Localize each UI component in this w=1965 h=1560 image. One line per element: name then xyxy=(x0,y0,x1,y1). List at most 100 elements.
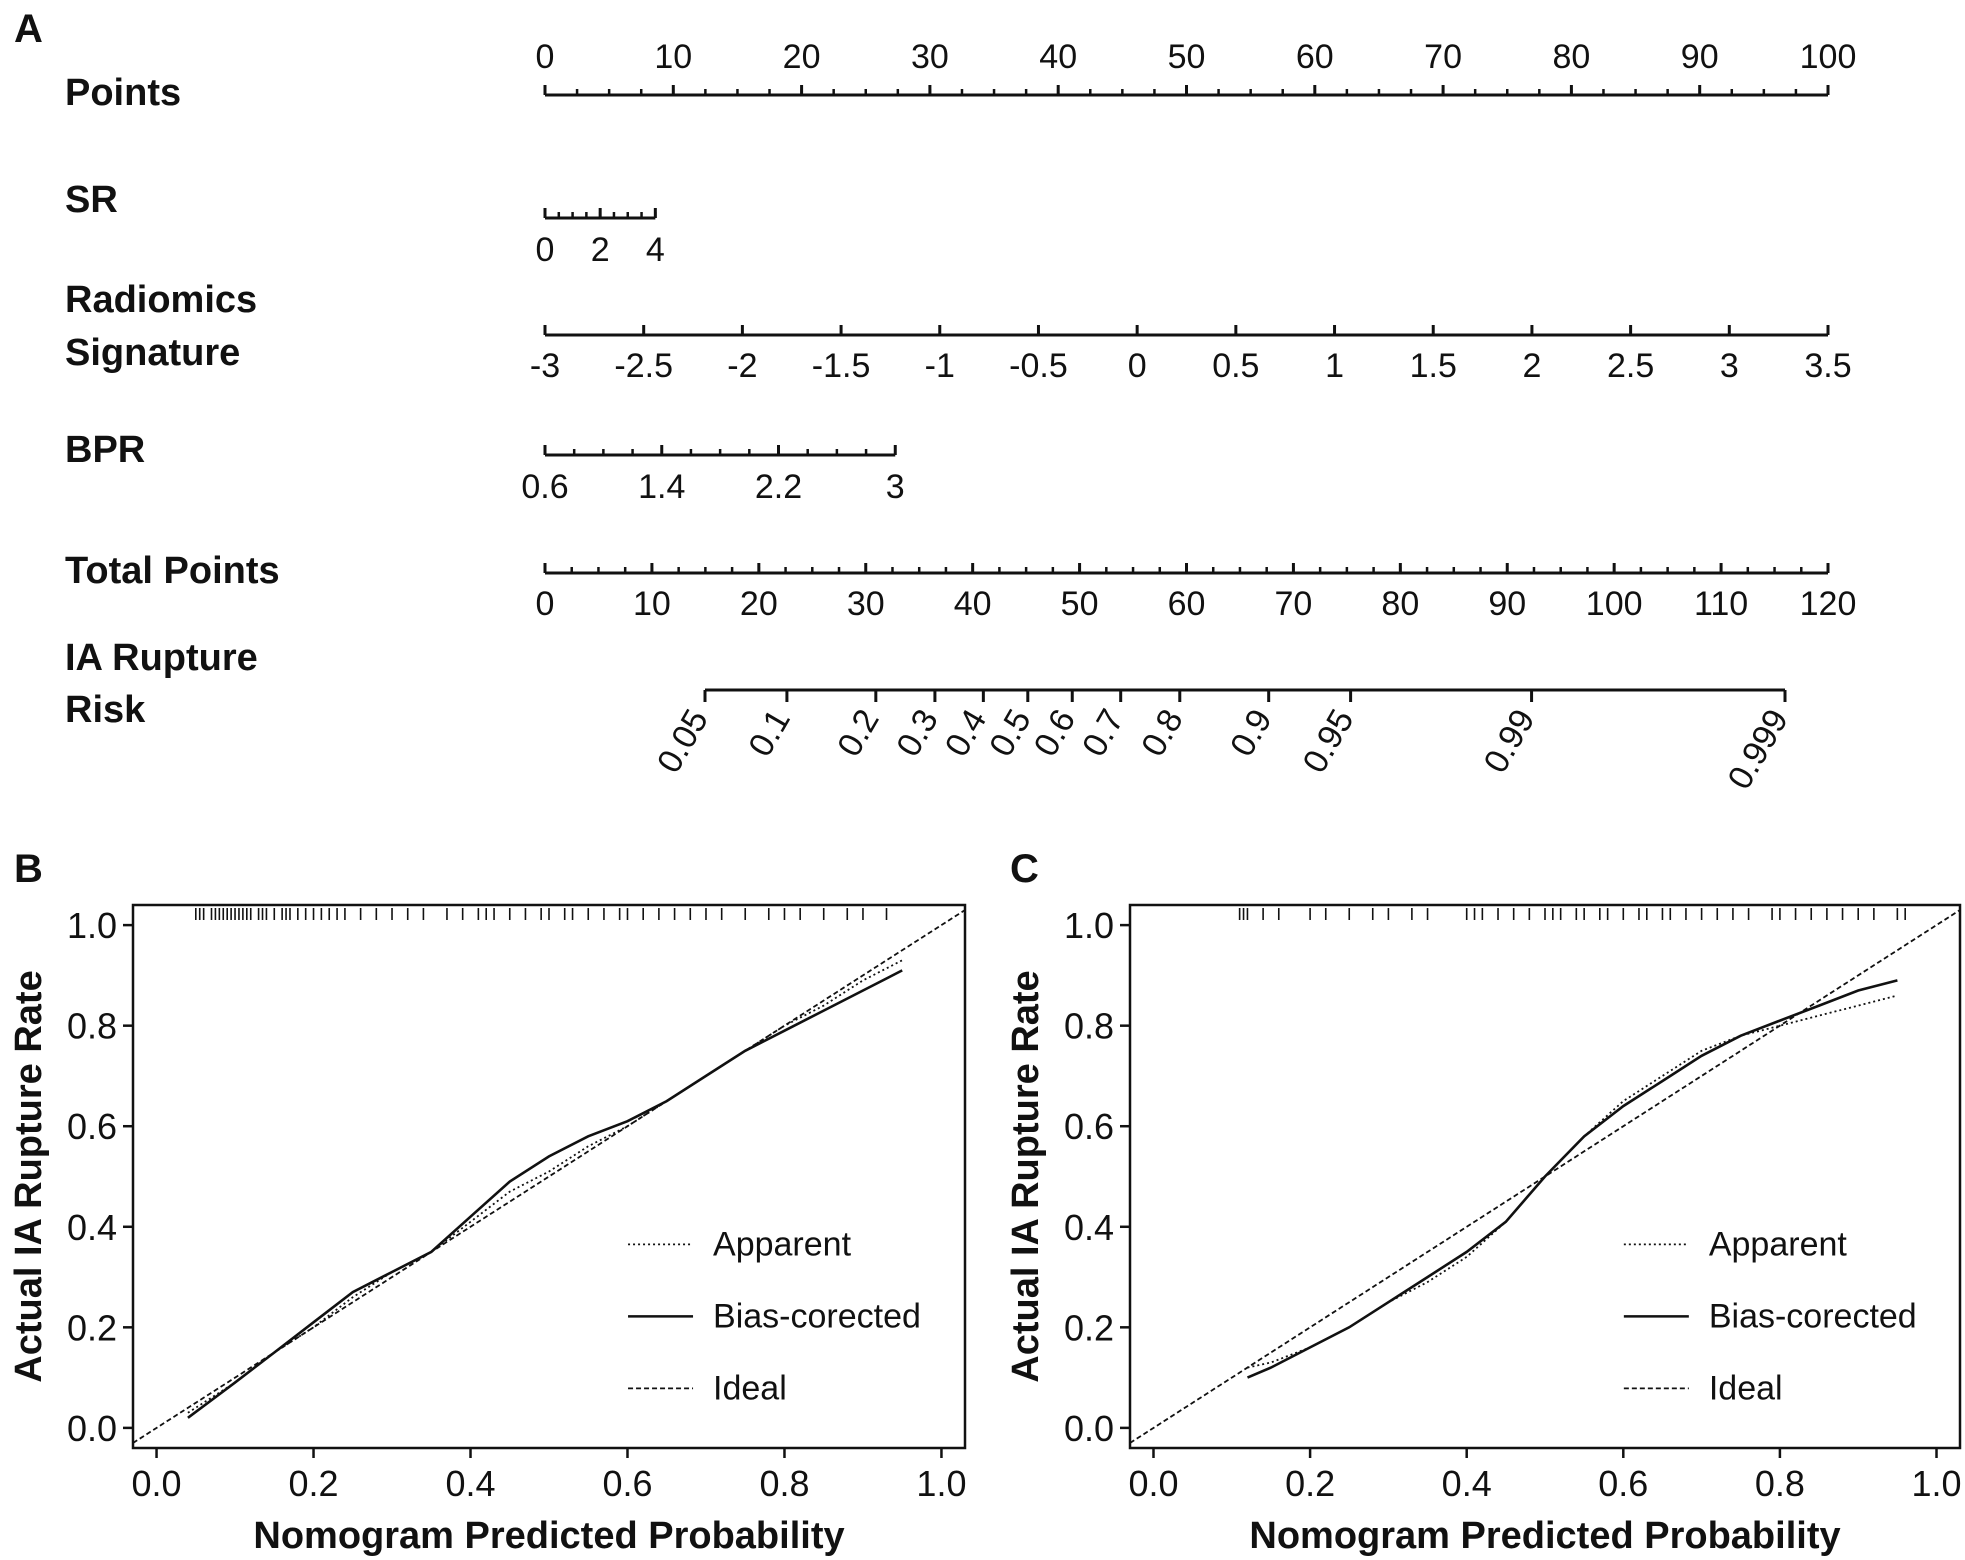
risk-tick-label: 0.9 xyxy=(1223,703,1280,763)
legend-label: Ideal xyxy=(1709,1369,1783,1407)
x-tick-label: 0.0 xyxy=(1128,1463,1178,1504)
y-tick-label: 0.8 xyxy=(1064,1006,1114,1047)
y-tick-label: 0.4 xyxy=(1064,1207,1114,1248)
y-tick-label: 0.0 xyxy=(1064,1408,1114,1449)
tick-label-total: 20 xyxy=(740,585,778,623)
risk-tick-label: 0.1 xyxy=(741,703,798,763)
tick-label-radiomics: -1 xyxy=(925,347,955,385)
x-tick-label: 0.6 xyxy=(1598,1463,1648,1504)
tick-label-points: 10 xyxy=(654,38,692,76)
risk-tick-label: 0.2 xyxy=(830,703,887,763)
tick-label-points: 40 xyxy=(1039,38,1077,76)
plot-frame xyxy=(1128,903,1962,1450)
tick-label-radiomics: 1.5 xyxy=(1410,347,1457,385)
tick-label-radiomics: 3.5 xyxy=(1804,347,1851,385)
tick-label-bpr: 0.6 xyxy=(521,468,568,506)
row-label-risk: IA Rupture xyxy=(65,637,258,679)
tick-label-points: 70 xyxy=(1424,38,1462,76)
x-tick-label: 0.2 xyxy=(1285,1463,1335,1504)
row-label-points: Points xyxy=(65,72,181,114)
y-tick-label: 1.0 xyxy=(67,905,117,946)
tick-label-total: 120 xyxy=(1800,585,1857,623)
row-label-risk: Risk xyxy=(65,689,146,731)
tick-label-radiomics: 0 xyxy=(1128,347,1147,385)
tick-label-bpr: 2.2 xyxy=(755,468,802,506)
x-axis-title: Nomogram Predicted Probability xyxy=(1249,1515,1840,1557)
tick-label-points: 50 xyxy=(1168,38,1206,76)
row-label-bpr: BPR xyxy=(65,429,145,471)
risk-tick-label: 0.4 xyxy=(938,703,995,763)
tick-label-total: 100 xyxy=(1586,585,1643,623)
y-tick-label: 0.2 xyxy=(67,1307,117,1348)
panel-c-letter: C xyxy=(1010,847,1039,891)
row-label-radiomics: Radiomics xyxy=(65,279,257,321)
tick-label-points: 30 xyxy=(911,38,949,76)
series-line-bias-corected xyxy=(187,969,903,1419)
plot-frame xyxy=(131,903,967,1450)
tick-label-radiomics: -3 xyxy=(530,347,560,385)
row-label-sr: SR xyxy=(65,179,118,221)
y-tick-label: 0.4 xyxy=(67,1207,117,1248)
tick-label-total: 60 xyxy=(1168,585,1206,623)
calibration-plot-b: 0.0 0.2 0.4 0.6 0.8 1.0 0.0 0.2 0.4 0.6 0.8 1.0 Nomo… xyxy=(8,903,967,1557)
tick-label-sr: 4 xyxy=(646,231,665,269)
legend-label: Ideal xyxy=(713,1369,787,1407)
y-tick-label: 0.0 xyxy=(67,1408,117,1449)
tick-label-radiomics: -1.5 xyxy=(812,347,871,385)
calibration-plot-c: 0.0 0.2 0.4 0.6 0.8 1.0 0.0 0.2 0.4 0.6 0.8 1.0 Nomo… xyxy=(1005,903,1962,1557)
x-tick-label: 1.0 xyxy=(1911,1463,1961,1504)
tick-label-points: 0 xyxy=(536,38,555,76)
row-label-radiomics: Signature xyxy=(65,332,240,374)
y-tick-label: 0.6 xyxy=(67,1106,117,1147)
tick-label-total: 30 xyxy=(847,585,885,623)
tick-label-radiomics: 1 xyxy=(1325,347,1344,385)
tick-label-total: 110 xyxy=(1694,585,1748,623)
tick-label-radiomics: -2.5 xyxy=(614,347,673,385)
tick-label-radiomics: 2 xyxy=(1522,347,1541,385)
tick-label-total: 10 xyxy=(633,585,671,623)
risk-tick-label: 0.05 xyxy=(650,703,716,779)
panel-b-letter: B xyxy=(14,847,43,891)
x-tick-label: 0.8 xyxy=(1755,1463,1805,1504)
tick-label-points: 20 xyxy=(783,38,821,76)
x-tick-label: 1.0 xyxy=(916,1463,966,1504)
risk-tick-label: 0.999 xyxy=(1720,703,1795,796)
tick-label-sr: 0 xyxy=(536,231,555,269)
risk-tick-label: 0.5 xyxy=(982,703,1039,763)
series-line-apparent xyxy=(187,959,903,1414)
y-tick-label: 0.6 xyxy=(1064,1106,1114,1147)
x-tick-label: 0.4 xyxy=(445,1463,495,1504)
y-tick-label: 0.2 xyxy=(1064,1307,1114,1348)
tick-label-bpr: 1.4 xyxy=(638,468,685,506)
tick-label-points: 90 xyxy=(1681,38,1719,76)
tick-label-points: 100 xyxy=(1800,38,1857,76)
tick-label-bpr: 3 xyxy=(886,468,905,506)
x-tick-label: 0.4 xyxy=(1442,1463,1492,1504)
row-label-total: Total Points xyxy=(65,550,280,592)
risk-tick-label: 0.7 xyxy=(1075,703,1132,763)
y-axis-title: Actual IA Rupture Rate xyxy=(8,970,50,1382)
x-axis-title: Nomogram Predicted Probability xyxy=(253,1515,844,1557)
legend-label: Apparent xyxy=(1709,1225,1848,1263)
series-line-ideal xyxy=(132,909,966,1444)
series-line-apparent xyxy=(1247,994,1898,1369)
tick-label-radiomics: 3 xyxy=(1720,347,1739,385)
x-tick-label: 0.8 xyxy=(759,1463,809,1504)
tick-label-total: 50 xyxy=(1061,585,1099,623)
risk-tick-label: 0.95 xyxy=(1296,703,1362,779)
tick-label-points: 80 xyxy=(1552,38,1590,76)
series-line-ideal xyxy=(1129,909,1961,1444)
legend-label: Bias-corected xyxy=(1709,1297,1917,1335)
y-tick-label: 1.0 xyxy=(1064,905,1114,946)
risk-tick-label: 0.6 xyxy=(1027,703,1084,763)
tick-label-total: 40 xyxy=(954,585,992,623)
x-tick-label: 0.2 xyxy=(289,1463,339,1504)
x-tick-label: 0.0 xyxy=(132,1463,182,1504)
panel-a-letter: A xyxy=(14,7,43,51)
tick-label-total: 0 xyxy=(536,585,555,623)
series-line-bias-corected xyxy=(1246,979,1898,1379)
tick-label-total: 70 xyxy=(1275,585,1313,623)
risk-tick-label: 0.3 xyxy=(889,703,946,763)
tick-label-radiomics: -2 xyxy=(727,347,757,385)
